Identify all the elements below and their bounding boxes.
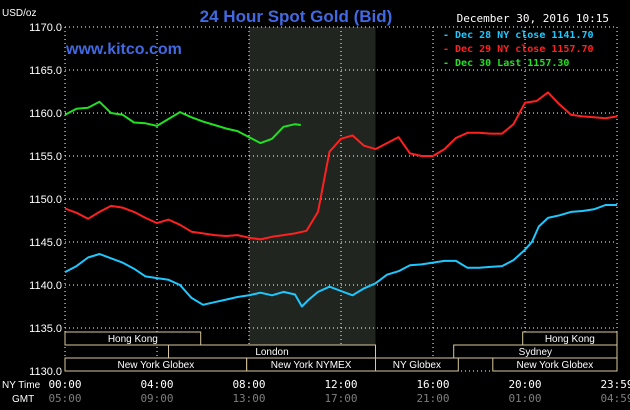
gmt-row-label: GMT [12, 394, 34, 405]
session-box [64, 331, 202, 346]
ny-time-row-label: NY Time [2, 380, 41, 391]
session-label: New York Globex [117, 360, 194, 371]
y-tick-label: 1150.0 [29, 194, 62, 206]
x-tick-label-gmt: 13:00 [232, 392, 265, 405]
legend: - Dec 28 NY close 1141.70 - Dec 29 NY clo… [443, 30, 594, 69]
legend-entry: - Dec 29 NY close 1157.70 [443, 44, 594, 55]
y-tick-label: 1135.0 [29, 323, 62, 335]
x-axis: NY Time GMT 00:00 04:00 08:00 12:00 16:00 20:00… [2, 378, 630, 405]
x-tick-label-ny: 23:59 [600, 378, 630, 391]
session-box [375, 357, 459, 372]
series-line-3 [64, 100, 301, 145]
y-axis: 1130.0 1135.0 1140.0 1145.0 1150.0 1155.0 1160… [29, 22, 62, 378]
timestamp: December 30, 2016 10:15 [457, 12, 609, 25]
y-tick-label: 1160.0 [29, 108, 62, 120]
legend-entry: - Dec 28 NY close 1141.70 [443, 30, 594, 41]
y-tick-label: 1170.0 [29, 22, 62, 34]
market-sessions: Hong Kong London New York Globex New York N… [64, 331, 618, 372]
grid-lines [64, 26, 618, 372]
x-tick-label-gmt: 05:00 [48, 392, 81, 405]
y-tick-label: 1145.0 [29, 237, 62, 249]
x-tick-label-gmt: 09:00 [140, 392, 173, 405]
y-tick-label: 1130.0 [29, 366, 62, 378]
x-tick-label-gmt: 17:00 [324, 392, 357, 405]
y-tick-label: 1165.0 [29, 65, 62, 77]
y-tick-label: 1140.0 [29, 280, 62, 292]
series-line-2 [64, 91, 618, 241]
legend-entry: - Dec 30 Last 1157.30 [443, 58, 569, 69]
y-tick-label: 1155.0 [29, 151, 62, 163]
x-tick-label-gmt: 01:00 [508, 392, 541, 405]
unit-label: USD/oz [2, 8, 36, 19]
nymex-shaded-region [249, 27, 376, 371]
session-label: Sydney [519, 347, 552, 358]
session-label: New York Globex [517, 360, 594, 371]
session-label: New York NYMEX [271, 360, 352, 371]
session-box [492, 357, 618, 372]
x-tick-label-ny: 20:00 [508, 378, 541, 391]
session-label: Hong Kong [108, 334, 158, 345]
chart-title: 24 Hour Spot Gold (Bid) [200, 7, 393, 26]
series-line-1 [64, 204, 617, 308]
x-tick-label-ny: 08:00 [232, 378, 265, 391]
x-tick-label-ny: 16:00 [416, 378, 449, 391]
website-label: www.kitco.com [65, 41, 182, 58]
session-label: London [255, 347, 288, 358]
x-tick-label-ny: 00:00 [48, 378, 81, 391]
series-lines [64, 91, 618, 308]
x-tick-label-ny: 04:00 [140, 378, 173, 391]
session-label: NY Globex [393, 360, 441, 371]
session-label: Hong Kong [545, 334, 595, 345]
x-tick-label-gmt: 04:59 [600, 392, 630, 405]
x-tick-label-ny: 12:00 [324, 378, 357, 391]
x-tick-label-gmt: 21:00 [416, 392, 449, 405]
